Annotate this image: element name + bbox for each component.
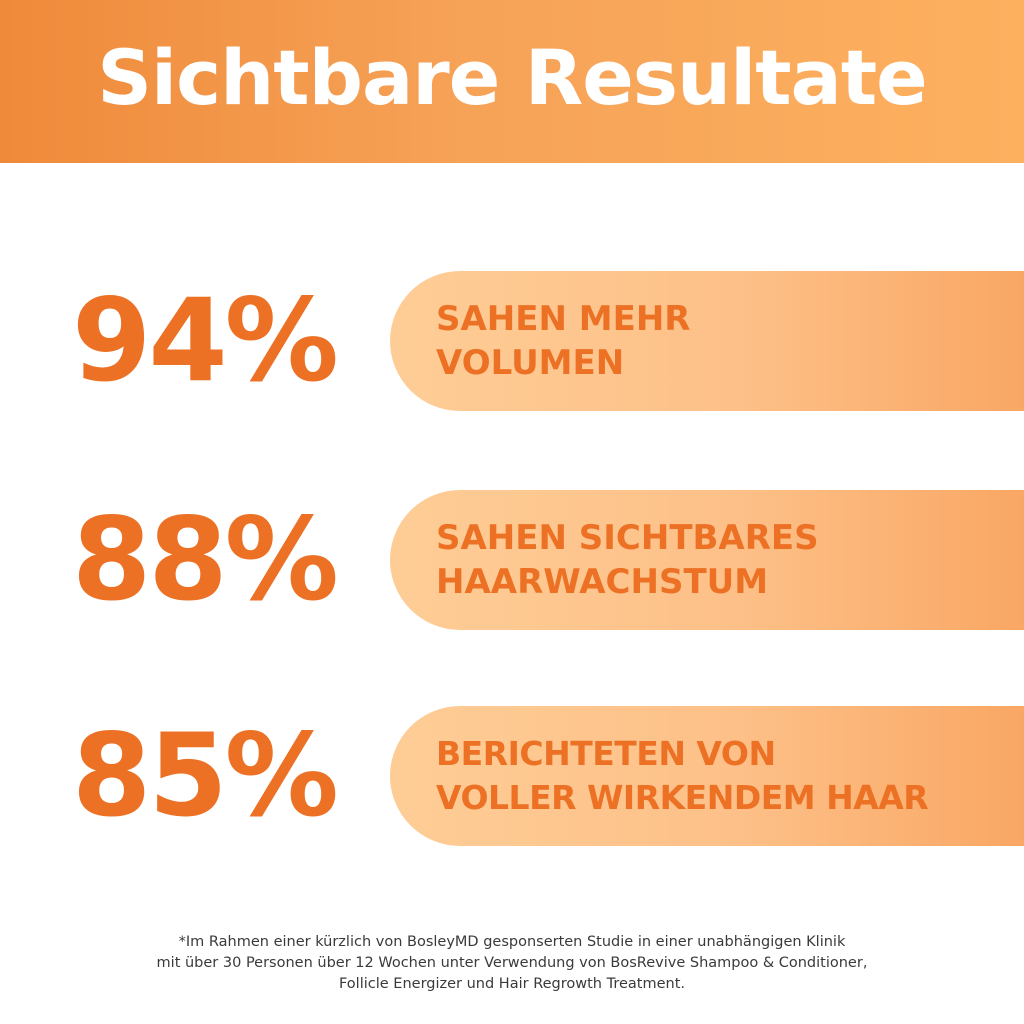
stat-label-pill: SAHEN SICHTBARES HAARWACHSTUM xyxy=(390,490,1024,630)
stat-row-hair-growth: 88% SAHEN SICHTBARES HAARWACHSTUM xyxy=(0,490,1024,630)
stat-row-fuller-hair: 85% BERICHTETEN VON VOLLER WIRKENDEM HAA… xyxy=(0,706,1024,846)
stat-percentage: 85% xyxy=(72,709,339,842)
stat-label-line: VOLLER WIRKENDEM HAAR xyxy=(436,778,929,817)
page-title: Sichtbare Resultate xyxy=(97,32,927,122)
stat-label-line: SAHEN MEHR xyxy=(436,299,691,339)
study-footnote: *Im Rahmen einer kürzlich von BosleyMD g… xyxy=(0,932,1024,995)
stat-label-line: VOLUMEN xyxy=(436,343,625,383)
stat-label-pill: SAHEN MEHR VOLUMEN xyxy=(390,271,1024,411)
stat-label-pill: BERICHTETEN VON VOLLER WIRKENDEM HAAR xyxy=(390,706,1024,846)
stat-label-line: HAARWACHSTUM xyxy=(436,562,769,602)
footnote-line: mit über 30 Personen über 12 Wochen unte… xyxy=(156,955,868,971)
stat-label-line: BERICHTETEN VON xyxy=(436,734,776,773)
header-banner: Sichtbare Resultate xyxy=(0,0,1024,163)
footnote-line: Follicle Energizer und Hair Regrowth Tre… xyxy=(338,976,685,992)
footnote-line: *Im Rahmen einer kürzlich von BosleyMD g… xyxy=(178,934,846,950)
stat-label-line: SAHEN SICHTBARES xyxy=(436,518,819,558)
stat-percentage: 88% xyxy=(72,493,339,626)
stat-row-volume: 94% SAHEN MEHR VOLUMEN xyxy=(0,271,1024,411)
stat-percentage: 94% xyxy=(72,274,339,407)
